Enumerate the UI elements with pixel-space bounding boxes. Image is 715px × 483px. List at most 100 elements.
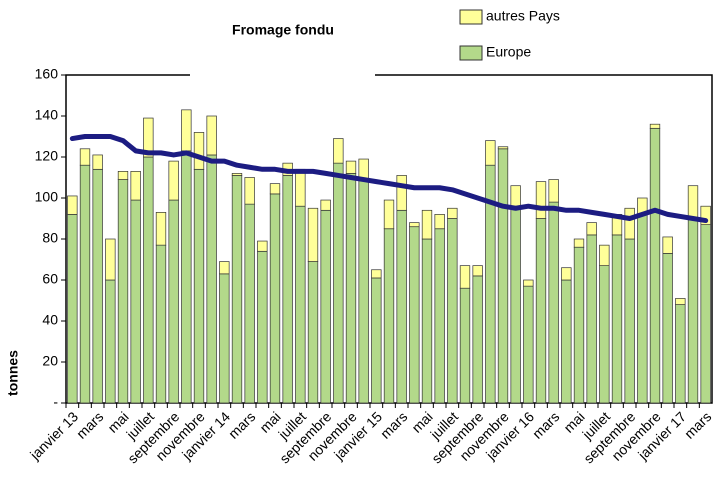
bar-segment: [244, 177, 255, 205]
bar-segment: [333, 162, 344, 404]
bar-segment: [92, 154, 103, 170]
bar-segment: [244, 203, 255, 404]
bar-segment: [687, 218, 699, 404]
x-tick-label: mars: [377, 408, 410, 441]
bar-segment: [231, 173, 243, 176]
bar-segment: [548, 201, 559, 404]
x-tick-label: mars: [681, 408, 714, 441]
bar-segment: [434, 228, 445, 404]
bar-segment: [333, 138, 344, 164]
bar-segment: [485, 140, 496, 166]
bar-segment: [143, 156, 154, 404]
bar-segment: [459, 287, 471, 404]
x-tick-label: janvier 13: [26, 408, 81, 463]
bar-segment: [383, 228, 395, 404]
bar-segment: [523, 285, 534, 404]
bar-segment: [649, 127, 661, 404]
bar-segment: [105, 279, 116, 404]
title-background: [190, 10, 375, 80]
bar-segment: [447, 207, 458, 219]
bar-segment: [510, 185, 521, 209]
bar-segment: [662, 236, 673, 254]
legend-label: autres Pays: [486, 8, 560, 24]
bar-segment: [181, 109, 192, 152]
bar-segment: [447, 218, 458, 404]
bar-segment: [295, 205, 306, 404]
bar-segment: [168, 199, 179, 404]
bar-segment: [497, 148, 509, 404]
bar-segment: [219, 273, 230, 404]
bar-segment: [345, 173, 357, 404]
bar-segment: [257, 240, 268, 252]
bar-segment: [257, 250, 268, 404]
bar-segment: [573, 238, 585, 248]
x-tick-label: mars: [73, 408, 106, 441]
bar-segment: [383, 199, 395, 230]
bar-segment: [143, 117, 154, 158]
bar-segment: [421, 238, 433, 404]
bar-segment: [282, 175, 293, 404]
bar-segment: [155, 212, 167, 246]
bar-segment: [193, 132, 205, 170]
y-tick-label: -: [53, 394, 58, 410]
y-tick-label: 80: [42, 230, 58, 246]
bar-segment: [79, 148, 91, 166]
bar-segment: [117, 179, 129, 404]
bar-segment: [307, 261, 319, 404]
bar-segment: [320, 199, 331, 211]
bar-segment: [472, 265, 483, 277]
bar-segment: [662, 253, 673, 404]
y-tick-label: 120: [35, 148, 59, 164]
bar-segment: [675, 298, 686, 305]
bar-segment: [687, 185, 699, 219]
bar-segment: [168, 160, 179, 201]
bar-segment: [67, 214, 78, 404]
y-tick-label: 20: [42, 353, 58, 369]
bar-segment: [269, 193, 281, 404]
bar-segment: [130, 171, 141, 201]
bar-segment: [459, 265, 471, 289]
legend-swatch: [459, 9, 483, 25]
bar-segment: [409, 226, 420, 404]
bar-segment: [320, 209, 331, 404]
bar-segment: [675, 304, 686, 404]
y-axis-label: tonnes: [5, 350, 21, 396]
bar-segment: [155, 244, 167, 404]
bar-segment: [358, 179, 369, 404]
bar-segment: [535, 181, 547, 219]
bar-segment: [219, 261, 230, 275]
bar-segment: [561, 267, 572, 281]
bar-segment: [586, 222, 597, 236]
bar-segment: [396, 209, 407, 404]
bar-segment: [396, 175, 407, 211]
bar-segment: [371, 269, 382, 279]
bar-segment: [573, 246, 585, 404]
bar-segment: [548, 179, 559, 203]
bar-segment: [371, 277, 382, 404]
bar-segment: [193, 168, 205, 404]
bar-segment: [105, 238, 116, 281]
bar-segment: [599, 265, 610, 404]
bar-segment: [586, 234, 597, 404]
bar-segment: [649, 123, 661, 129]
bar-segment: [535, 218, 547, 404]
bar-segment: [92, 168, 103, 404]
bar-segment: [79, 164, 91, 404]
bar-segment: [700, 224, 711, 404]
y-tick-label: 60: [42, 271, 58, 287]
bar-segment: [181, 150, 192, 404]
bar-segment: [624, 238, 635, 404]
trend-line: [69, 134, 709, 224]
bar-segment: [67, 195, 78, 215]
bar-segment: [231, 175, 243, 404]
legend-swatch: [459, 45, 483, 61]
bar-segment: [700, 205, 711, 225]
y-tick-label: 40: [42, 312, 58, 328]
bar-segment: [206, 154, 217, 404]
legend-label: Europe: [486, 44, 531, 60]
bar-segment: [510, 207, 521, 404]
bar-segment: [624, 207, 635, 240]
y-tick-label: 160: [35, 66, 59, 82]
bar-segment: [637, 214, 648, 404]
